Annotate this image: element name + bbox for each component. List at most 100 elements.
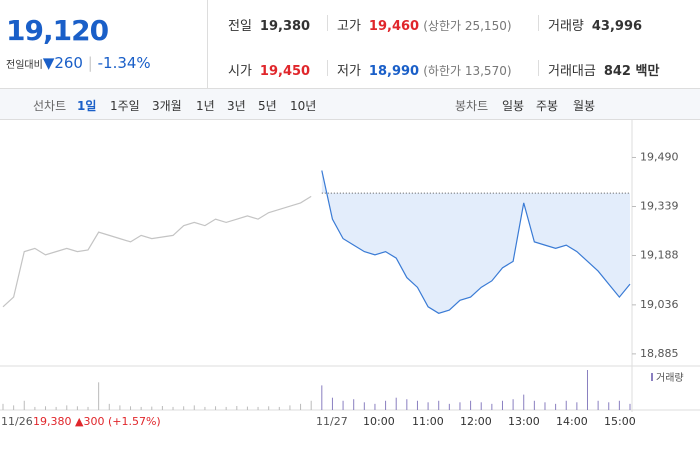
divider [327, 15, 328, 31]
volume-bar [215, 406, 217, 410]
stat: 고가 19,460 (상한가 25,150) [337, 15, 512, 34]
volume-bar [608, 402, 610, 410]
volume-bar [331, 397, 333, 410]
stat-label: 거래량 [548, 19, 584, 34]
volume-bar [491, 403, 493, 410]
volume-bar [66, 405, 68, 410]
change: 전일대비▼260 | -1.34% [6, 54, 151, 72]
volume-bar [98, 382, 100, 410]
volume-bar [45, 406, 47, 410]
volume-bar [597, 400, 599, 410]
volume-bar [278, 406, 280, 410]
volume-bar [544, 402, 546, 410]
x-tick-label: 11/27 [316, 415, 348, 428]
stat-value: 43,996 [591, 19, 643, 34]
stat-label: 시가 [228, 64, 252, 79]
tab[interactable]: 5년 [258, 99, 277, 113]
tab-group-label: 봉차트 [455, 99, 489, 113]
volume-bar [470, 400, 472, 410]
stat-label: 고가 [337, 19, 361, 34]
price-box: 19,120 전일대비▼260 | -1.34% [0, 0, 208, 88]
stat: 거래대금 842 백만 [548, 60, 659, 79]
volume-bar [161, 406, 163, 410]
volume-bar [353, 399, 355, 410]
tab[interactable]: 3개월 [152, 99, 182, 113]
y-tick-label: 19,188 [640, 249, 679, 262]
x-tick-label: 10:00 [363, 415, 395, 428]
volume-bar [448, 403, 450, 410]
volume-bar [512, 399, 514, 410]
stat: 저가 18,990 (하한가 13,570) [337, 60, 512, 79]
volume-bar [501, 400, 503, 410]
volume-bar [363, 402, 365, 410]
volume-bar [321, 385, 323, 410]
x-tick-label: 13:00 [508, 415, 540, 428]
tab-bar: 선차트 1일 1주일 3개월 1년 3년 5년 10년 봉차트 일봉 주봉 월봉 [0, 89, 700, 120]
header: 19,120 전일대비▼260 | -1.34% 전일 19,380 고가 19,46… [0, 0, 700, 89]
stat-label: 거래대금 [548, 64, 596, 79]
tab-group-label: 선차트 [33, 99, 67, 113]
price-line [2, 195, 312, 308]
y-tick-label: 18,885 [640, 347, 679, 360]
stat: 거래량 43,996 [548, 15, 642, 34]
volume-bar [310, 400, 312, 410]
divider [327, 60, 328, 76]
tab[interactable]: 일봉 [502, 99, 525, 113]
stat-value: 19,450 [259, 64, 311, 79]
tab[interactable]: 1일 [77, 99, 97, 113]
tab[interactable]: 10년 [290, 99, 317, 113]
volume-bar [34, 406, 36, 410]
stat-label: 저가 [337, 64, 361, 79]
volume-bar [586, 370, 588, 410]
volume-bar [374, 403, 376, 410]
x-tick-label: 19,380 ▲300 (+1.57%) [33, 415, 161, 428]
price: 19,120 [6, 14, 109, 47]
volume-bar [236, 406, 238, 410]
stat-sub: (하한가 13,570) [423, 64, 512, 78]
volume-bar [119, 405, 121, 410]
volume-bar [300, 403, 302, 410]
volume-bar [342, 400, 344, 410]
divider [538, 60, 539, 76]
tab[interactable]: 1주일 [110, 99, 140, 113]
stat-value: 842 백만 [603, 64, 660, 79]
volume-bar [385, 400, 387, 410]
volume-bar [459, 402, 461, 410]
x-tick-label: 11/26 [1, 415, 33, 428]
tab[interactable]: 월봉 [573, 99, 596, 113]
change-value: ▼260 [42, 54, 83, 72]
change-rate: -1.34% [97, 54, 151, 72]
legend-swatch [651, 373, 653, 381]
stat: 전일 19,380 [228, 15, 310, 34]
volume-bar [172, 406, 174, 410]
stat-label: 전일 [228, 19, 252, 34]
x-tick-label: 14:00 [556, 415, 588, 428]
stat-sub: (상한가 25,150) [423, 19, 512, 33]
volume-bar [2, 403, 4, 410]
price-line [321, 170, 631, 314]
legend-label: 거래량 [656, 372, 684, 384]
x-tick-label: 12:00 [460, 415, 492, 428]
stat-value: 19,460 [368, 19, 420, 34]
stat: 시가 19,450 [228, 60, 310, 79]
volume-bar [257, 406, 259, 410]
volume-bar [204, 406, 206, 410]
x-tick-label: 11:00 [412, 415, 444, 428]
volume-bar [76, 406, 78, 410]
volume-bar [140, 406, 142, 410]
volume-bar [406, 399, 408, 410]
stat-value: 18,990 [368, 64, 420, 79]
volume-bar [480, 402, 482, 410]
reference-area [321, 170, 630, 314]
volume-bar [533, 400, 535, 410]
volume-bar [618, 400, 620, 410]
y-tick-label: 19,036 [640, 298, 679, 311]
tab[interactable]: 3년 [227, 99, 246, 113]
volume-bar [23, 400, 25, 410]
volume-bar [55, 406, 57, 410]
volume-bar [193, 405, 195, 410]
tab[interactable]: 1년 [196, 99, 215, 113]
y-tick-label: 19,490 [640, 150, 679, 163]
tab[interactable]: 주봉 [536, 99, 559, 113]
